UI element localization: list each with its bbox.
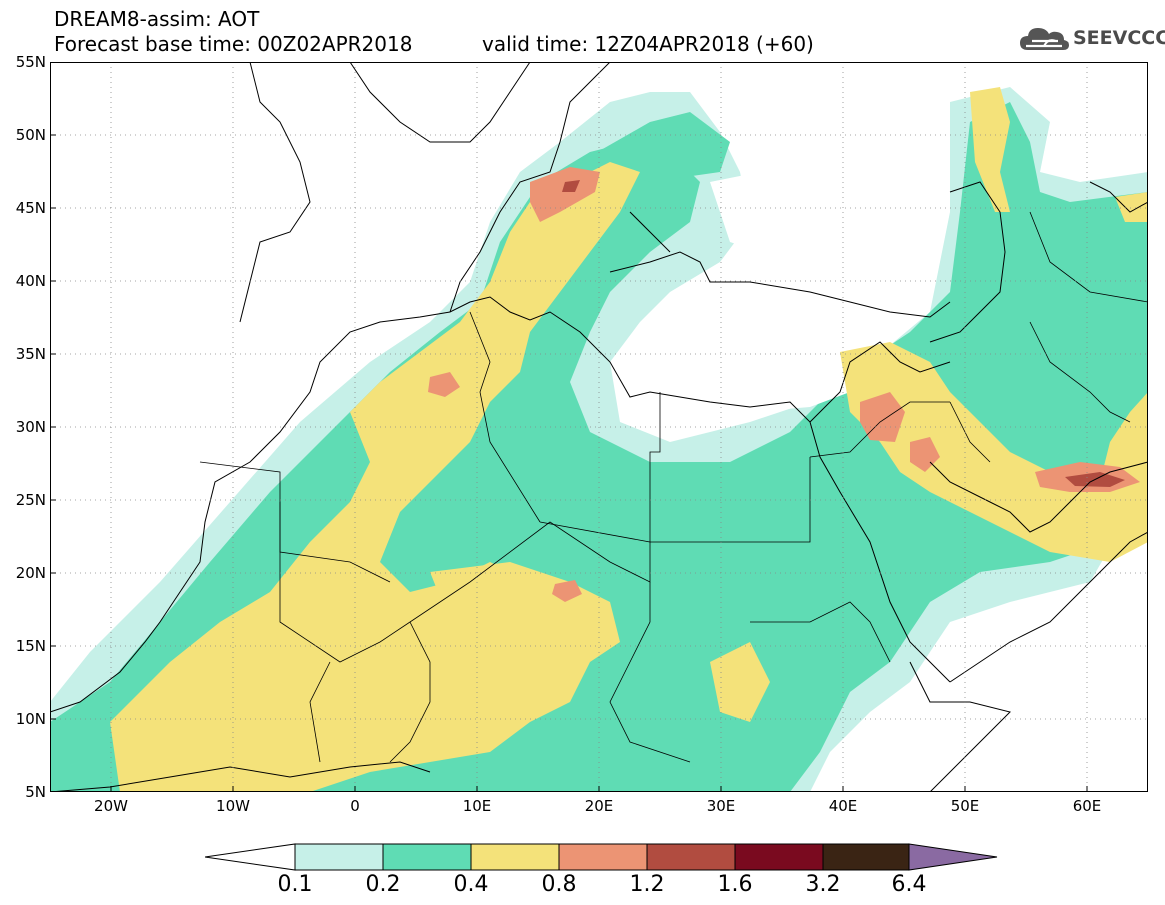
lat-label-45n: 45N [15, 199, 46, 217]
colorbar-label-6.4: 6.4 [891, 872, 927, 897]
colorbar-bin-0.4 [470, 843, 560, 871]
lon-label-0: 0 [350, 797, 360, 815]
colorbar-label-1.6: 1.6 [717, 872, 753, 897]
map-title: DREAM8-assim: AOT [54, 7, 260, 31]
forecast-base-time: Forecast base time: 00Z02APR2018 [54, 32, 413, 56]
colorbar [205, 843, 998, 871]
lon-label-10w: 10W [216, 797, 250, 815]
colorbar-bin-3.2 [822, 843, 910, 871]
seevccc-logo: SEEVCCC [1018, 22, 1165, 54]
lon-label-40e: 40E [828, 797, 858, 815]
country-borders [199, 211, 1148, 763]
lon-label-20w: 20W [94, 797, 128, 815]
lat-label-35n: 35N [15, 345, 46, 363]
colorbar-label-1.2: 1.2 [629, 872, 665, 897]
lon-label-30e: 30E [706, 797, 736, 815]
colorbar-label-3.2: 3.2 [805, 872, 841, 897]
colorbar-arrow-low [205, 843, 296, 871]
colorbar-bin-1.2 [646, 843, 736, 871]
logo-text: SEEVCCC [1073, 27, 1165, 49]
lon-label-20e: 20E [584, 797, 614, 815]
colorbar-label-0.2: 0.2 [365, 872, 401, 897]
lat-label-15n: 15N [15, 637, 46, 655]
colorbar-label-0.1: 0.1 [277, 872, 313, 897]
cloud-icon [1020, 28, 1069, 50]
colorbar-bin-0.2 [382, 843, 472, 871]
lat-label-25n: 25N [15, 491, 46, 509]
lat-label-55n: 55N [15, 53, 46, 71]
lat-label-5n: 5N [25, 783, 46, 801]
colorbar-bin-0.8 [558, 843, 648, 871]
aot-clean-areas [610, 162, 900, 432]
aot-map [50, 62, 1148, 792]
colorbar-label-0.8: 0.8 [541, 872, 577, 897]
lat-label-40n: 40N [15, 272, 46, 290]
gridlines [50, 62, 1148, 792]
colorbar-arrow-high [908, 843, 998, 871]
lon-label-60e: 60E [1072, 797, 1102, 815]
colorbar-bin-0.1 [294, 843, 384, 871]
axis-ticks [50, 134, 1088, 792]
aot-band-0.4 [110, 87, 1148, 792]
colorbar-bin-1.6 [734, 843, 824, 871]
colorbar-label-0.4: 0.4 [453, 872, 489, 897]
valid-time: valid time: 12Z04APR2018 (+60) [482, 32, 814, 56]
lat-label-10n: 10N [15, 710, 46, 728]
lon-label-50e: 50E [950, 797, 980, 815]
lat-label-30n: 30N [15, 418, 46, 436]
lon-label-10e: 10E [462, 797, 492, 815]
lat-label-50n: 50N [15, 126, 46, 144]
lat-label-20n: 20N [15, 564, 46, 582]
coastlines [50, 62, 1148, 792]
